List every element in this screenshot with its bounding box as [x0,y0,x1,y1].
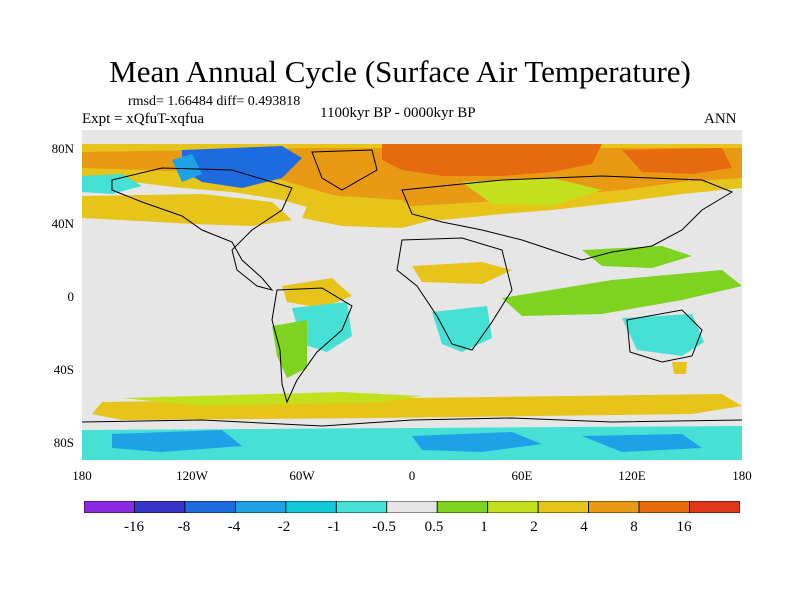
legend-swatch-8 [436,501,489,513]
experiment-label: Expt = xQfuT-xqfua [82,111,205,127]
region-africa-warm [412,262,512,284]
temperature-anomaly-map [82,130,742,460]
legend-label-5: -1 [327,519,341,535]
coast-south-america [271,287,353,404]
period-label: 1100kyr BP - 0000kyr BP [320,105,476,121]
region-australia-warm [672,362,687,374]
lon-tick-120e: 120E [618,468,646,483]
region-s-africa-cold [432,306,492,352]
legend-label-1: -16 [124,519,144,535]
region-australia-cold [622,314,704,356]
region-arctic-strong-east [622,148,732,174]
region-se-asia-green [582,246,692,268]
lat-tick-40s: 40S [53,362,74,377]
legend-swatch-9 [487,501,539,513]
map-title: Mean Annual Cycle (Surface Air Temperatu… [109,54,691,89]
season-label: ANN [704,111,737,127]
region-s-america-warm [282,278,352,308]
legend-label-3: -4 [227,519,241,535]
lon-tick-60w: 60W [289,468,315,483]
coast-antarctica [82,417,742,427]
region-canada-cold [182,146,302,188]
legend-label-8: 1 [480,519,488,535]
region-antarctic-cyan [82,426,742,460]
legend-swatch-2 [134,501,186,513]
region-canada-cyan [172,154,202,182]
legend-label-2: -8 [177,519,191,535]
coast-north-america [111,167,293,291]
legend-label-11: 8 [630,519,638,535]
lat-tick-80n: 80N [51,141,74,156]
coastlines [82,149,742,427]
legend-swatch-4 [234,501,287,513]
coast-australia [626,309,703,363]
legend-swatch-3 [184,501,236,513]
lat-tick-0: 0 [67,289,75,304]
region-arctic-strong [382,144,602,176]
lon-tick-0: 0 [408,468,416,483]
color-legend [84,501,740,513]
legend-swatch-11 [588,501,640,513]
rmsd-diff-stats: rmsd= 1.66484 diff= 0.493818 [128,94,301,109]
legend-label-12: 16 [676,519,692,535]
lon-tick-120w: 120W [176,468,208,483]
legend-swatch-6 [335,501,388,513]
coast-greenland [311,149,378,191]
region-southern-ocean-green [122,392,422,406]
region-antarctic-blue-east [412,432,542,452]
legend-swatch-1 [84,501,135,513]
legend-label-6: -0.5 [372,519,396,535]
region-antarctic-blue-far-east [582,434,702,452]
region-nh-atlantic-warm [302,194,432,228]
legend-label-4: -2 [277,519,291,535]
legend-swatch-12 [638,501,690,513]
lon-tick-180-west: 180 [72,468,92,483]
legend-swatch-13 [689,501,740,513]
coast-eurasia [401,175,734,261]
legend-swatch-5 [285,501,337,513]
legend-label-10: 4 [580,519,588,535]
lat-tick-40n: 40N [51,216,74,231]
region-antarctic-blue [112,430,242,452]
legend-label-7: 0.5 [424,519,444,535]
legend-label-9: 2 [530,519,538,535]
lon-tick-180-east: 180 [732,468,752,483]
lon-tick-60e: 60E [511,468,533,483]
legend-swatch-10 [537,501,590,513]
region-indian-ocean-green [502,270,742,316]
coast-africa [396,237,513,351]
lat-tick-80s: 80S [53,435,74,450]
region-siberia-green [462,178,602,206]
region-nh-pacific-warm [82,194,292,226]
legend-swatch-7 [386,501,438,513]
